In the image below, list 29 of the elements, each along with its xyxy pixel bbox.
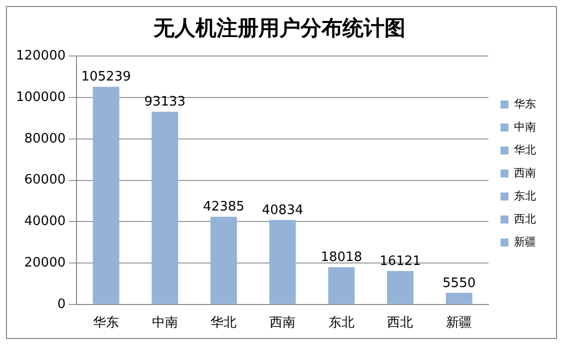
data-label: 5550 (442, 276, 476, 291)
x-tick-label: 西北 (387, 316, 414, 331)
data-label: 42385 (203, 200, 244, 215)
legend-label: 新疆 (514, 235, 536, 248)
data-label: 18018 (320, 250, 362, 266)
data-label: 16121 (380, 254, 421, 269)
x-tick-label: 新疆 (446, 316, 472, 331)
y-tick-label: 40000 (24, 214, 66, 230)
x-tick-label: 华北 (210, 316, 237, 331)
y-tick-label: 0 (57, 296, 66, 312)
x-tick-label: 中南 (152, 316, 178, 331)
legend-label: 华北 (514, 143, 536, 156)
data-label: 40834 (262, 202, 304, 218)
legend-label: 东北 (514, 189, 536, 202)
legend-label: 华东 (514, 97, 536, 110)
legend-label: 西北 (514, 212, 536, 226)
y-tick-label: 80000 (24, 131, 66, 146)
chart-title: 无人机注册用户分布统计图 (152, 16, 406, 40)
legend-label: 中南 (514, 120, 536, 134)
x-tick-label: 华东 (93, 316, 120, 331)
legend-label: 西南 (514, 166, 536, 180)
y-tick-label: 20000 (24, 255, 66, 270)
x-tick-label: 西南 (270, 316, 296, 331)
data-label: 93133 (144, 94, 186, 110)
y-tick-label: 120000 (16, 48, 66, 64)
y-tick-label: 60000 (24, 172, 66, 188)
data-label: 105239 (81, 70, 131, 85)
x-tick-label: 东北 (328, 316, 354, 331)
y-tick-label: 100000 (16, 90, 66, 105)
